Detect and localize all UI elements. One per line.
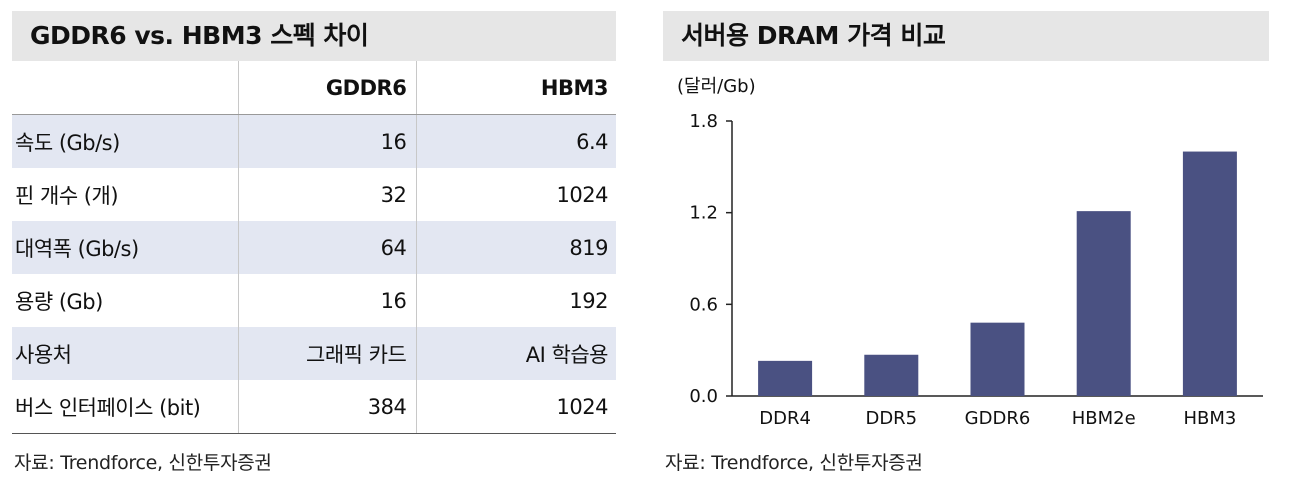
price-bar-chart: 0.0 0.6 1.2 1.8 DDR4 DDR5 GDDR6 HBM2e HBM3 xyxy=(689,111,1263,429)
hbm3-value: 1024 xyxy=(556,182,609,207)
chart-title: 서버용 DRAM 가격 비교 xyxy=(663,11,1269,61)
gddr6-value: 그래픽 카드 xyxy=(237,327,418,380)
bar-ddr4 xyxy=(758,360,813,396)
bar-hbm3 xyxy=(1182,151,1237,396)
y-tick-label: 0.6 xyxy=(689,294,718,315)
table-header-row: GDDR6 HBM3 xyxy=(12,61,616,115)
row-label: 대역폭 (Gb/s) xyxy=(12,221,239,274)
x-axis-labels: DDR4 DDR5 GDDR6 HBM2e HBM3 xyxy=(759,408,1236,429)
bar-series xyxy=(758,151,1237,396)
hbm3-value: 6.4 xyxy=(416,114,616,168)
bar-ddr5 xyxy=(864,354,919,396)
hbm3-value: 1024 xyxy=(416,380,616,434)
table-source-note: 자료: Trendforce, 신한투자증권 xyxy=(14,452,272,474)
table-row: 속도 (Gb/s) 16 6.4 xyxy=(12,114,616,168)
row-label: 버스 인터페이스 (bit) xyxy=(12,380,239,434)
row-label: 사용처 xyxy=(12,327,239,380)
x-tick-label: HBM2e xyxy=(1072,408,1136,429)
x-tick-label: DDR4 xyxy=(759,408,811,429)
row-label: 속도 (Gb/s) xyxy=(12,114,239,168)
gddr6-value: 32 xyxy=(237,168,418,221)
table-row: 대역폭 (Gb/s) 64 819 xyxy=(12,221,616,274)
y-axis-ticks: 0.0 0.6 1.2 1.8 xyxy=(689,111,732,407)
y-tick-label: 1.2 xyxy=(689,203,718,224)
header-gddr6: GDDR6 xyxy=(237,61,418,115)
row-label: 핀 개수 (개) xyxy=(15,183,119,208)
gddr6-value: 64 xyxy=(237,221,418,274)
table-row: 핀 개수 (개) 32 1024 xyxy=(12,168,616,221)
y-axis-unit-label: (달러/Gb) xyxy=(677,76,756,97)
bar-gddr6 xyxy=(970,322,1025,396)
header-hbm3: HBM3 xyxy=(416,61,616,115)
y-tick-label: 0.0 xyxy=(689,386,718,407)
gddr6-value: 384 xyxy=(237,380,418,434)
x-tick-label: DDR5 xyxy=(865,408,917,429)
bar-hbm2e xyxy=(1076,211,1131,396)
table-row: 버스 인터페이스 (bit) 384 1024 xyxy=(12,380,616,434)
hbm3-value: 192 xyxy=(569,288,608,313)
header-empty-cell xyxy=(12,61,239,115)
gddr6-value: 16 xyxy=(237,274,418,327)
table-row: 용량 (Gb) 16 192 xyxy=(12,274,616,327)
x-tick-label: GDDR6 xyxy=(965,408,1031,429)
hbm3-value: 819 xyxy=(416,221,616,274)
row-label: 용량 (Gb) xyxy=(15,289,103,314)
table-row: 사용처 그래픽 카드 AI 학습용 xyxy=(12,327,616,380)
spec-comparison-table: GDDR6 HBM3 속도 (Gb/s) 16 6.4 핀 개수 (개) 32 … xyxy=(12,61,616,434)
hbm3-value: AI 학습용 xyxy=(416,327,616,380)
gddr6-value: 16 xyxy=(237,114,418,168)
spec-table-title: GDDR6 vs. HBM3 스펙 차이 xyxy=(12,11,616,61)
x-tick-label: HBM3 xyxy=(1183,408,1236,429)
chart-source-note: 자료: Trendforce, 신한투자증권 xyxy=(665,452,923,474)
y-tick-label: 1.8 xyxy=(689,111,718,132)
